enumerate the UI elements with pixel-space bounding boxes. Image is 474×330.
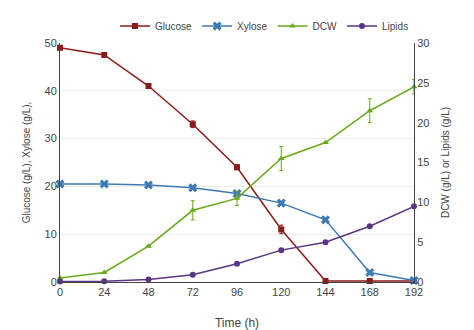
svg-text:50: 50 (45, 37, 57, 49)
svg-text:120: 120 (272, 286, 290, 298)
svg-text:Glucose (g/L), Xylose (g/L),: Glucose (g/L), Xylose (g/L), (21, 102, 32, 224)
svg-text:DCW (g/L) or Lipids (g/L): DCW (g/L) or Lipids (g/L) (440, 107, 451, 218)
svg-text:25: 25 (417, 77, 429, 89)
svg-text:192: 192 (405, 286, 423, 298)
svg-text:24: 24 (98, 286, 110, 298)
svg-text:0: 0 (51, 276, 57, 288)
svg-text:20: 20 (417, 117, 429, 129)
svg-text:15: 15 (417, 156, 429, 168)
svg-text:Xylose: Xylose (237, 21, 267, 32)
svg-text:48: 48 (142, 286, 154, 298)
svg-text:0: 0 (57, 286, 63, 298)
svg-text:0: 0 (417, 276, 423, 288)
svg-text:20: 20 (45, 180, 57, 192)
svg-text:168: 168 (361, 286, 379, 298)
svg-text:DCW: DCW (313, 21, 337, 32)
svg-text:40: 40 (45, 85, 57, 97)
svg-text:10: 10 (417, 196, 429, 208)
svg-text:10: 10 (45, 228, 57, 240)
svg-text:Lipids: Lipids (382, 21, 408, 32)
svg-text:72: 72 (187, 286, 199, 298)
svg-text:30: 30 (417, 37, 429, 49)
svg-text:Time (h): Time (h) (215, 316, 259, 330)
svg-text:30: 30 (45, 132, 57, 144)
svg-text:96: 96 (231, 286, 243, 298)
svg-text:144: 144 (316, 286, 334, 298)
svg-text:5: 5 (417, 236, 423, 248)
svg-text:Glucose: Glucose (155, 21, 192, 32)
